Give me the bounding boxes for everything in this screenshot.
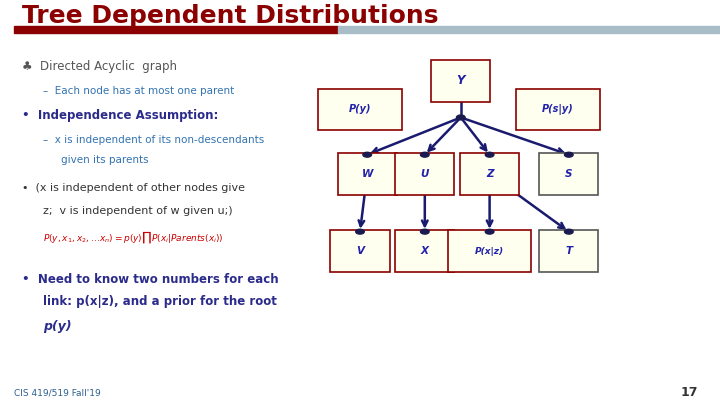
Text: S: S	[565, 169, 572, 179]
Bar	[338, 26, 720, 33]
Text: U: U	[420, 169, 429, 179]
Text: p(y): p(y)	[43, 320, 72, 333]
FancyBboxPatch shape	[516, 89, 600, 130]
Circle shape	[456, 115, 465, 120]
Text: T: T	[565, 246, 572, 256]
Text: $P(y,x_1,x_2,\ldots x_n) = p(y)\prod P(x_i|Parents(x_i))$: $P(y,x_1,x_2,\ldots x_n) = p(y)\prod P(x…	[43, 229, 224, 245]
FancyBboxPatch shape	[318, 89, 402, 130]
Text: •  (x is independent of other nodes give: • (x is independent of other nodes give	[22, 183, 245, 193]
Circle shape	[485, 229, 494, 234]
Text: Tree Dependent Distributions: Tree Dependent Distributions	[22, 4, 438, 28]
Text: P(x|z): P(x|z)	[475, 247, 504, 256]
Text: •  Need to know two numbers for each: • Need to know two numbers for each	[22, 273, 278, 286]
FancyBboxPatch shape	[330, 230, 390, 272]
Text: z;  v is independent of w given u;): z; v is independent of w given u;)	[43, 206, 233, 215]
FancyBboxPatch shape	[539, 230, 598, 272]
Text: P(y): P(y)	[348, 104, 372, 114]
Circle shape	[356, 229, 364, 234]
FancyBboxPatch shape	[460, 153, 519, 195]
Text: 17: 17	[681, 386, 698, 399]
Circle shape	[363, 152, 372, 157]
Text: ♣  Directed Acyclic  graph: ♣ Directed Acyclic graph	[22, 60, 176, 73]
Text: –  Each node has at most one parent: – Each node has at most one parent	[43, 86, 235, 96]
Bar	[14, 26, 338, 33]
Circle shape	[485, 152, 494, 157]
Circle shape	[420, 152, 429, 157]
Text: Y: Y	[456, 75, 465, 87]
FancyBboxPatch shape	[431, 60, 490, 102]
FancyBboxPatch shape	[395, 230, 454, 272]
FancyBboxPatch shape	[539, 153, 598, 195]
Text: V: V	[356, 246, 364, 256]
Text: link: p(x|z), and a prior for the root: link: p(x|z), and a prior for the root	[43, 295, 277, 308]
Circle shape	[420, 229, 429, 234]
FancyBboxPatch shape	[395, 153, 454, 195]
Text: X: X	[420, 246, 429, 256]
Text: Z: Z	[486, 169, 493, 179]
Text: CIS 419/519 Fall'19: CIS 419/519 Fall'19	[14, 388, 101, 397]
Text: •  Independence Assumption:: • Independence Assumption:	[22, 109, 218, 122]
FancyBboxPatch shape	[338, 153, 397, 195]
Text: –  x is independent of its non-descendants: – x is independent of its non-descendant…	[43, 135, 264, 145]
FancyBboxPatch shape	[448, 230, 531, 272]
Circle shape	[564, 152, 573, 157]
Text: P(s|y): P(s|y)	[542, 104, 574, 115]
Text: W: W	[361, 169, 373, 179]
Text: given its parents: given its parents	[61, 155, 149, 165]
Circle shape	[564, 229, 573, 234]
